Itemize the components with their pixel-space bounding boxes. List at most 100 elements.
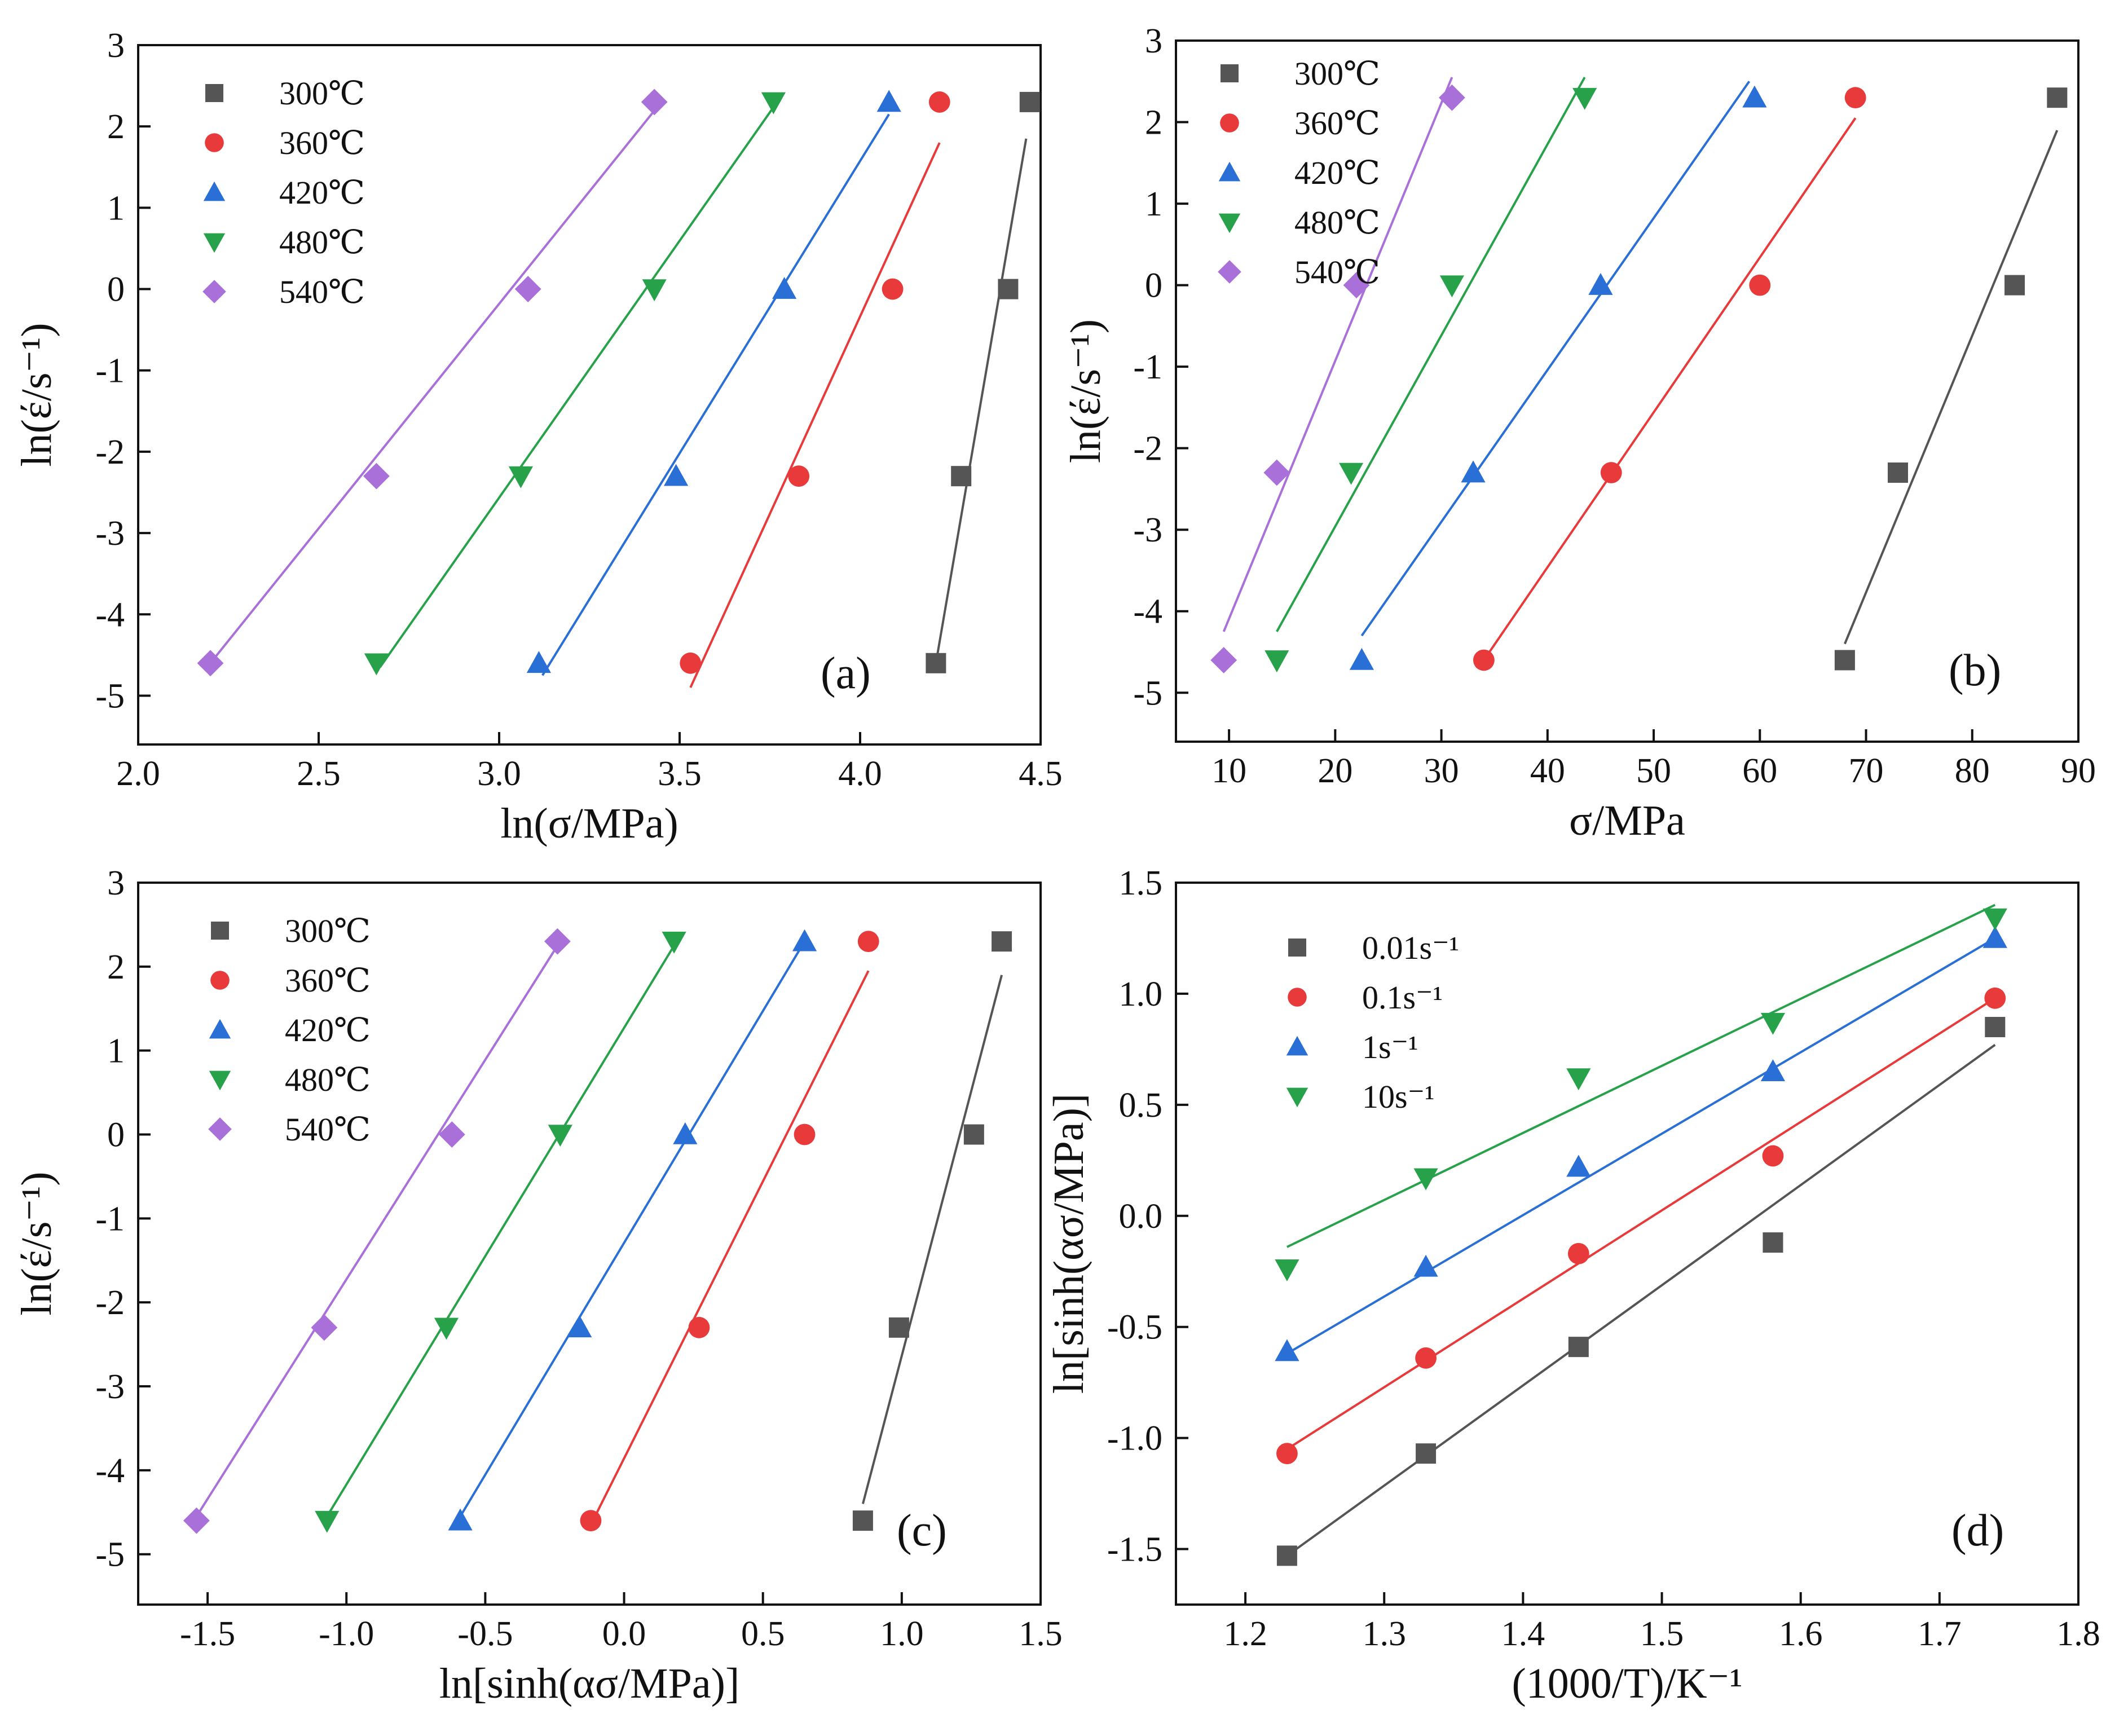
legend-entry: 0.1s⁻¹ xyxy=(1288,979,1443,1016)
data-point xyxy=(1439,275,1465,298)
y-tick-label: -4 xyxy=(95,596,125,634)
data-point xyxy=(1982,926,2007,948)
legend-entry: 540℃ xyxy=(202,274,365,310)
legend-marker xyxy=(1220,113,1239,133)
data-point xyxy=(788,465,810,487)
data-point xyxy=(792,929,817,951)
y-axis-title: ln(έ/s⁻¹) xyxy=(13,323,60,466)
data-point xyxy=(1760,1059,1786,1082)
data-point xyxy=(438,1121,465,1148)
data-point xyxy=(448,1508,473,1531)
legend-label: 480℃ xyxy=(1294,204,1380,241)
legend-marker xyxy=(1221,64,1239,82)
legend-entry: 300℃ xyxy=(211,913,371,949)
x-tick-label: -1.5 xyxy=(180,1615,235,1653)
data-point xyxy=(1742,85,1767,108)
data-point xyxy=(1415,1347,1437,1369)
x-tick-label: 0.5 xyxy=(741,1615,785,1653)
data-point xyxy=(1265,650,1289,673)
panel-label: (a) xyxy=(821,649,871,698)
y-tick-label: 0 xyxy=(107,271,125,309)
plot-frame xyxy=(137,44,1042,746)
data-point xyxy=(311,1314,338,1341)
legend-entry: 480℃ xyxy=(209,1061,371,1098)
x-tick-label: 90 xyxy=(2061,752,2096,790)
legend-label: 360℃ xyxy=(1294,105,1380,142)
legend-entry: 420℃ xyxy=(209,1012,371,1048)
x-axis-title: (1000/T)/K⁻¹ xyxy=(1512,1660,1742,1707)
data-point xyxy=(1473,649,1495,671)
data-point xyxy=(1349,647,1374,670)
legend-entry: 360℃ xyxy=(205,125,365,161)
panel-label: (c) xyxy=(897,1506,947,1556)
y-axis-title: ln[sinh(ασ/MPa)] xyxy=(1045,1094,1092,1394)
legend-marker xyxy=(1288,988,1307,1007)
x-tick-label: 20 xyxy=(1318,752,1352,790)
y-tick-label: -3 xyxy=(95,1368,125,1406)
y-tick-label: -3 xyxy=(1133,511,1162,549)
data-point xyxy=(642,279,667,302)
legend-label: 540℃ xyxy=(279,274,365,310)
data-point xyxy=(1844,87,1866,109)
series-360 xyxy=(680,91,950,688)
legend-label: 420℃ xyxy=(279,174,365,211)
fit-line xyxy=(1222,77,1453,632)
x-tick-label: 40 xyxy=(1530,752,1565,790)
data-point xyxy=(1588,273,1613,295)
x-tick-label: 4.0 xyxy=(838,755,882,793)
y-tick-label: -1 xyxy=(95,1200,125,1238)
data-point xyxy=(544,928,571,955)
data-point xyxy=(1343,272,1370,299)
x-axis-title: ln(σ/MPa) xyxy=(500,800,678,847)
legend-marker xyxy=(1218,260,1241,284)
series-420 xyxy=(1349,81,1767,670)
legend-entry: 360℃ xyxy=(210,962,371,999)
data-point xyxy=(951,466,972,487)
x-tick-label: 1.5 xyxy=(1019,1615,1063,1653)
x-tick-label: 60 xyxy=(1742,752,1777,790)
y-tick-label: -5 xyxy=(1133,674,1162,712)
x-tick-label: 1.4 xyxy=(1501,1615,1545,1653)
series-1 xyxy=(1275,926,2007,1362)
legend-marker xyxy=(1286,1036,1308,1056)
y-tick-label: -5 xyxy=(95,1536,125,1574)
data-point xyxy=(1275,1259,1299,1281)
legend-entry: 480℃ xyxy=(203,224,365,261)
legend-label: 0.01s⁻¹ xyxy=(1362,929,1459,966)
legend-label: 420℃ xyxy=(1294,155,1380,191)
legend-marker xyxy=(209,1070,231,1091)
series-10 xyxy=(1275,904,2007,1281)
data-point xyxy=(1263,459,1290,486)
panel-a: 2.0 2.5 3.0 3.5 4.0 4.5 -5 -4 -3 -2 -1 0 1 2 3 ln(σ/MPa… xyxy=(13,27,1063,847)
data-point xyxy=(508,466,533,488)
panel-b: 10 20 30 40 50 60 70 80 90 -5 -4 -3 -2 -1 0 1 2 3 σ/MPa ln(… xyxy=(1062,22,2096,844)
y-tick-label: 3 xyxy=(107,27,125,65)
legend-label: 1s⁻¹ xyxy=(1362,1029,1418,1065)
x-tick-label: 10 xyxy=(1211,752,1246,790)
data-point xyxy=(567,1315,592,1338)
y-tick-label: -5 xyxy=(95,677,125,715)
data-point xyxy=(662,931,686,954)
data-point xyxy=(1985,1017,2006,1037)
y-tick-label: 0 xyxy=(107,1116,125,1155)
plot-frame xyxy=(1175,39,2079,743)
data-point xyxy=(888,1317,909,1338)
data-point xyxy=(2047,87,2068,108)
y-tick-label: 0.0 xyxy=(1119,1197,1163,1236)
y-tick-label: 1 xyxy=(107,189,125,227)
data-point xyxy=(794,1123,816,1145)
x-tick-label: 1.5 xyxy=(1640,1615,1684,1653)
fit-line xyxy=(935,138,1028,664)
fit-line xyxy=(1844,130,2059,645)
legend-label: 0.1s⁻¹ xyxy=(1362,979,1443,1016)
legend-marker xyxy=(203,233,226,253)
y-tick-label: -0.5 xyxy=(1107,1308,1162,1347)
y-tick-label: 1.0 xyxy=(1119,975,1163,1014)
data-point xyxy=(876,90,901,112)
y-tick-label: 2 xyxy=(107,948,125,986)
series-480 xyxy=(1265,77,1597,673)
legend-marker xyxy=(211,922,229,940)
series-300 xyxy=(1834,87,2068,671)
series-0.01 xyxy=(1276,1017,2006,1566)
plot-frame xyxy=(137,882,1042,1606)
